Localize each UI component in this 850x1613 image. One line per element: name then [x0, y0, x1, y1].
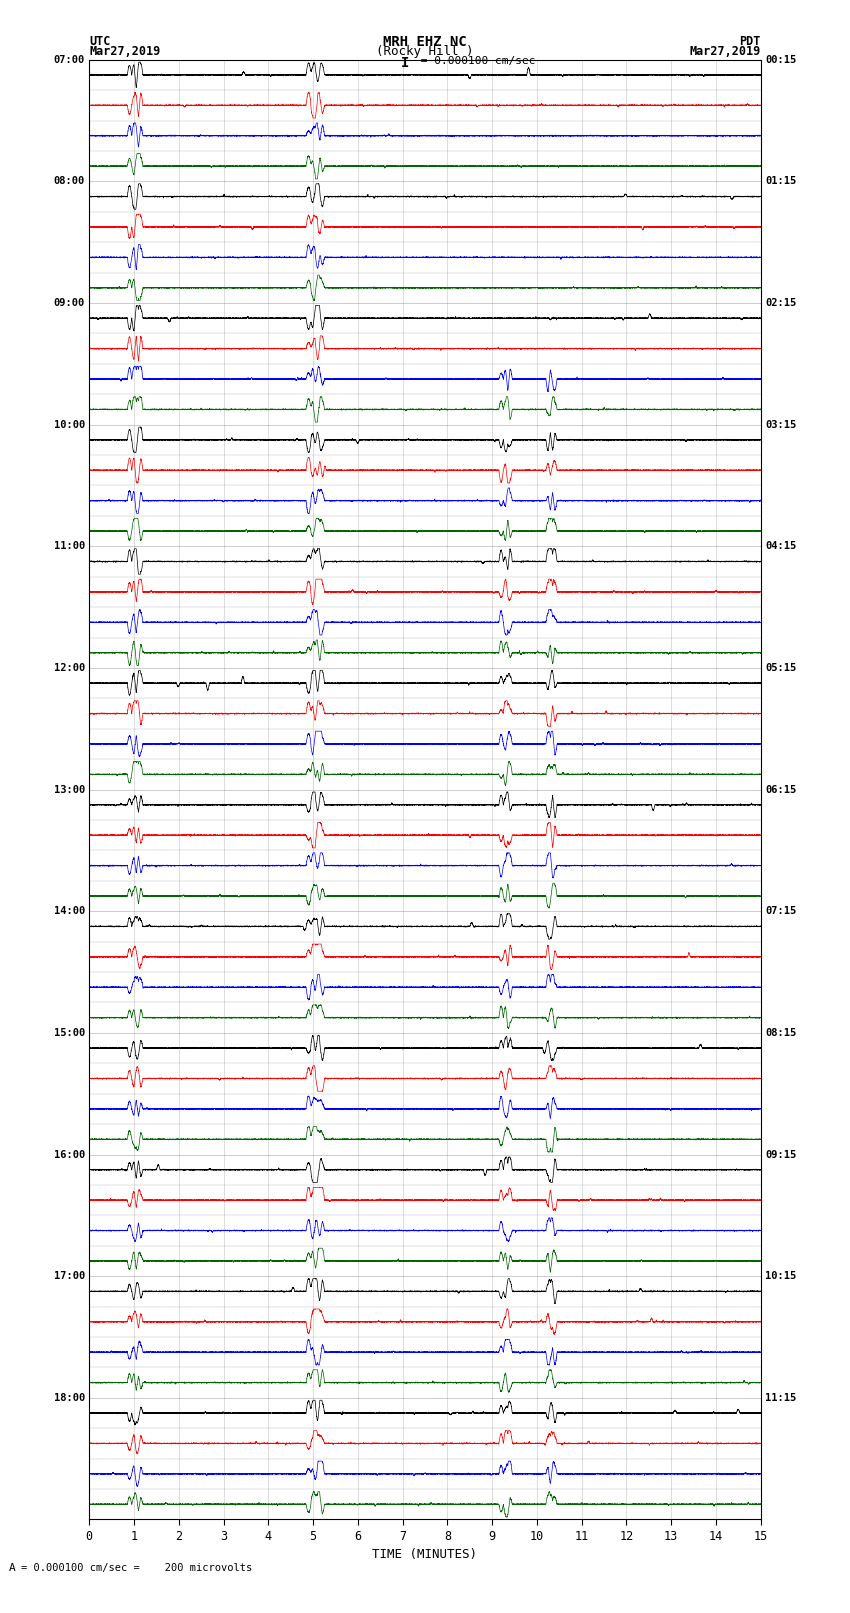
Text: 00:15: 00:15	[765, 55, 796, 65]
X-axis label: TIME (MINUTES): TIME (MINUTES)	[372, 1548, 478, 1561]
Text: 03:15: 03:15	[765, 419, 796, 429]
Text: 17:00: 17:00	[54, 1271, 85, 1281]
Text: 18:00: 18:00	[54, 1392, 85, 1403]
Text: PDT: PDT	[740, 35, 761, 48]
Text: 07:00: 07:00	[54, 55, 85, 65]
Text: A: A	[8, 1563, 15, 1573]
Text: 12:00: 12:00	[54, 663, 85, 673]
Text: 10:00: 10:00	[54, 419, 85, 429]
Text: 11:00: 11:00	[54, 542, 85, 552]
Text: 14:00: 14:00	[54, 907, 85, 916]
Text: 04:15: 04:15	[765, 542, 796, 552]
Text: 11:15: 11:15	[765, 1392, 796, 1403]
Text: 09:15: 09:15	[765, 1150, 796, 1160]
Text: 10:15: 10:15	[765, 1271, 796, 1281]
Text: 15:00: 15:00	[54, 1027, 85, 1037]
Text: I: I	[401, 56, 410, 71]
Text: 02:15: 02:15	[765, 298, 796, 308]
Text: 13:00: 13:00	[54, 784, 85, 795]
Text: MRH EHZ NC: MRH EHZ NC	[383, 35, 467, 50]
Text: 05:15: 05:15	[765, 663, 796, 673]
Text: Mar27,2019: Mar27,2019	[89, 45, 161, 58]
Text: 06:15: 06:15	[765, 784, 796, 795]
Text: 07:15: 07:15	[765, 907, 796, 916]
Text: 08:00: 08:00	[54, 176, 85, 187]
Text: 01:15: 01:15	[765, 176, 796, 187]
Text: = 0.000100 cm/sec =    200 microvolts: = 0.000100 cm/sec = 200 microvolts	[21, 1563, 252, 1573]
Text: 08:15: 08:15	[765, 1027, 796, 1037]
Text: 16:00: 16:00	[54, 1150, 85, 1160]
Text: = 0.000100 cm/sec: = 0.000100 cm/sec	[414, 56, 536, 66]
Text: (Rocky Hill ): (Rocky Hill )	[377, 45, 473, 58]
Text: 09:00: 09:00	[54, 298, 85, 308]
Text: UTC: UTC	[89, 35, 110, 48]
Text: Mar27,2019: Mar27,2019	[689, 45, 761, 58]
